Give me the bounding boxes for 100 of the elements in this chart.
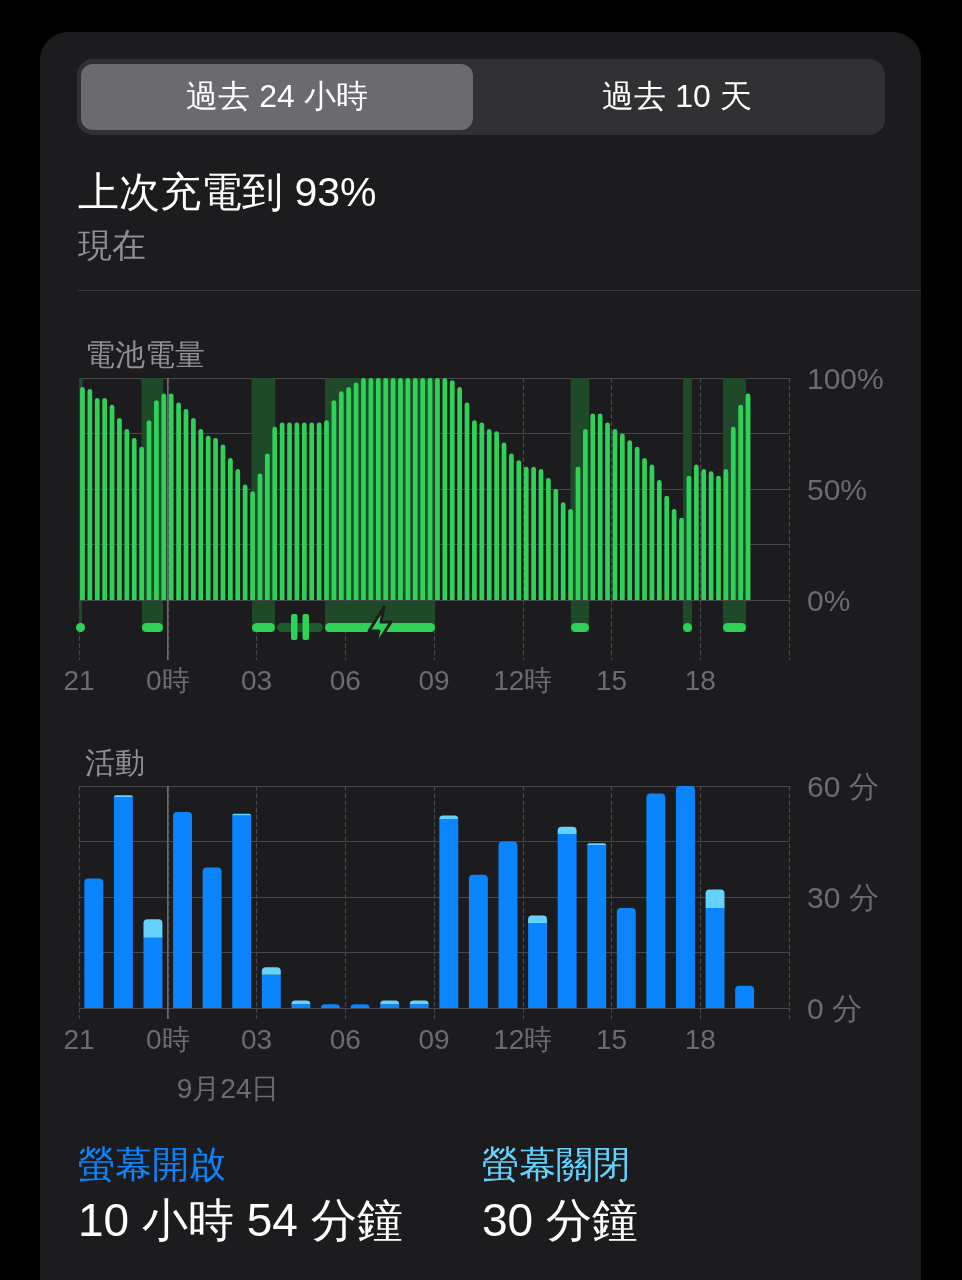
bar xyxy=(597,413,603,600)
x-tick-label: 21 xyxy=(63,1023,95,1055)
bar xyxy=(557,834,577,1008)
bar xyxy=(324,420,329,600)
bar xyxy=(235,469,241,600)
bar xyxy=(587,845,607,1008)
bar xyxy=(346,386,352,600)
bar xyxy=(94,397,100,600)
text: 螢幕關閉 xyxy=(482,1144,630,1185)
bar xyxy=(84,878,104,1008)
bar xyxy=(272,426,278,600)
bar xyxy=(375,378,381,600)
bar xyxy=(634,446,640,600)
bar xyxy=(205,435,211,600)
bar xyxy=(730,426,736,600)
bar xyxy=(716,475,721,600)
y-tick-label: 30 分 xyxy=(807,880,879,914)
bar xyxy=(380,1004,400,1008)
y-tick-label: 100% xyxy=(807,361,884,395)
ref-line-label: 9月24日 xyxy=(176,1072,280,1104)
bar xyxy=(546,477,551,600)
bar xyxy=(442,378,448,600)
bar xyxy=(568,508,573,600)
bar xyxy=(735,985,755,1008)
bar xyxy=(509,453,514,600)
bar xyxy=(439,819,459,1008)
x-tick-label: 06 xyxy=(329,664,361,696)
x-tick-label: 12時 xyxy=(493,664,553,696)
bar xyxy=(738,404,744,600)
bar xyxy=(498,841,518,1008)
x-tick-label: 15 xyxy=(595,1023,628,1055)
bar xyxy=(117,417,122,600)
bar xyxy=(642,457,647,600)
segmented-control: 過去 24 小時 過去 10 天 xyxy=(77,59,885,135)
x-tick-label: 18 xyxy=(684,664,716,696)
bar xyxy=(131,437,137,600)
x-tick-label: 21 xyxy=(63,664,95,696)
bar xyxy=(102,397,108,600)
bar xyxy=(338,391,344,600)
bar xyxy=(605,422,610,600)
bar xyxy=(553,489,559,600)
bar xyxy=(361,378,366,600)
bar xyxy=(675,786,695,1008)
bar xyxy=(457,386,463,600)
bar xyxy=(198,429,204,600)
bar xyxy=(287,422,292,600)
y-tick-label: 0 分 xyxy=(807,991,863,1025)
bar xyxy=(228,457,233,600)
bar xyxy=(291,1004,311,1008)
bar xyxy=(409,1004,429,1008)
bar xyxy=(309,422,315,600)
bar xyxy=(264,453,270,600)
bar xyxy=(560,502,566,600)
y-tick-label: 60 分 xyxy=(807,769,879,803)
bar xyxy=(494,431,499,600)
bar xyxy=(616,908,636,1008)
x-tick-label: 03 xyxy=(240,1023,273,1055)
bar xyxy=(627,440,633,600)
x-tick-label: 06 xyxy=(329,1023,361,1055)
bar xyxy=(124,429,130,600)
bar xyxy=(113,797,133,1008)
bar xyxy=(449,380,455,600)
x-tick-label: 03 xyxy=(240,664,273,696)
bar xyxy=(412,378,418,600)
bar xyxy=(486,429,492,600)
bar xyxy=(435,378,440,600)
bar xyxy=(261,974,281,1008)
bar xyxy=(398,378,403,600)
bar xyxy=(516,460,522,600)
bar xyxy=(191,417,196,600)
bar xyxy=(479,422,485,600)
text: 10 小時 54 分鐘 xyxy=(78,1194,403,1246)
text: 30 分鐘 xyxy=(482,1194,638,1246)
bar xyxy=(664,495,670,600)
x-tick-label: 0時 xyxy=(145,1023,190,1055)
x-tick-label: 09 xyxy=(418,1023,450,1055)
bar xyxy=(213,437,218,600)
bar xyxy=(646,793,666,1008)
x-tick-label: 15 xyxy=(595,664,628,696)
bar xyxy=(420,378,426,600)
bar xyxy=(139,446,144,600)
bar xyxy=(705,908,725,1008)
bar xyxy=(656,480,662,600)
bar xyxy=(583,429,588,600)
bar xyxy=(528,922,548,1008)
bar xyxy=(143,937,163,1008)
bar xyxy=(202,867,222,1008)
bar xyxy=(279,422,285,600)
bar xyxy=(619,433,625,600)
bar xyxy=(87,389,93,600)
bar xyxy=(176,402,181,600)
bar xyxy=(173,811,193,1008)
bar xyxy=(301,422,307,600)
bar xyxy=(161,393,167,600)
bar xyxy=(468,874,488,1008)
x-tick-label: 0時 xyxy=(145,664,190,696)
bar xyxy=(168,393,174,600)
bar xyxy=(250,491,255,600)
bar xyxy=(472,420,477,600)
text: 螢幕開啟 xyxy=(78,1144,226,1185)
